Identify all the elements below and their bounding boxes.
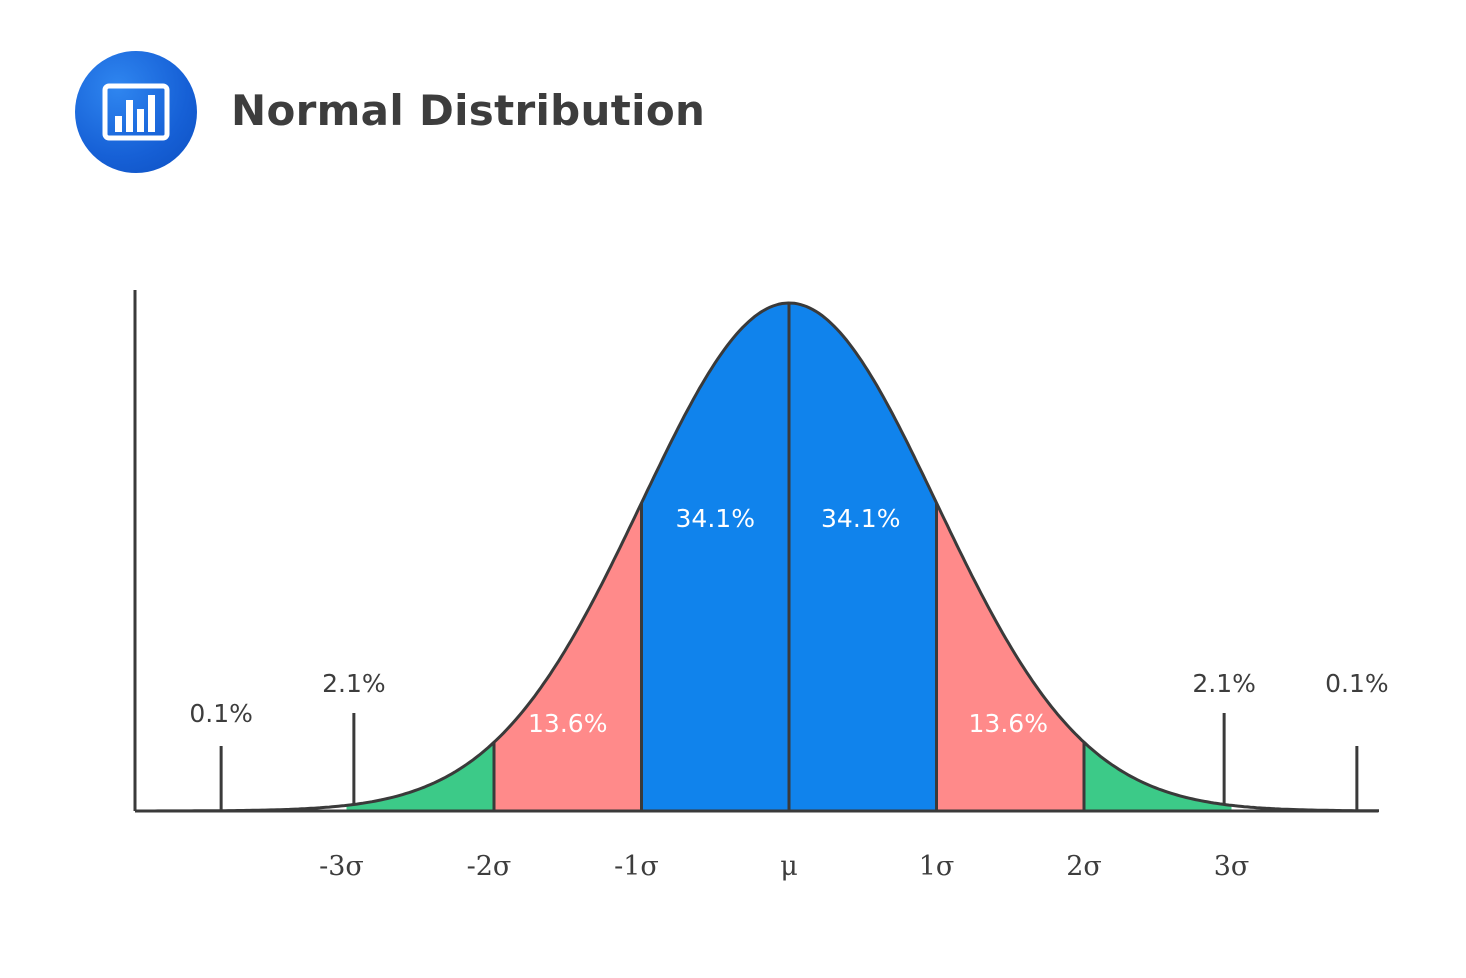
region-area-5 (1084, 742, 1232, 811)
x-tick-label-6: 3σ (1214, 851, 1250, 882)
region-label-0: 13.6% (528, 709, 607, 738)
tail-annotations-layer: 0.1% 2.1% 2.1% 0.1% (189, 669, 1389, 811)
tail-label-2: 2.1% (1192, 669, 1256, 698)
logo-badge (75, 51, 197, 173)
x-tick-label-4: 1σ (919, 851, 955, 882)
tail-label-3: 0.1% (1325, 669, 1389, 698)
region-area-1 (641, 303, 789, 811)
x-tick-label-5: 2σ (1066, 851, 1102, 882)
region-area-2 (789, 303, 937, 811)
axes-layer (133, 290, 1378, 813)
dividers-layer (492, 303, 1086, 811)
x-tick-label-1: -2σ (467, 851, 512, 882)
tail-label-0: 0.1% (189, 699, 253, 728)
region-area-4 (346, 742, 494, 811)
region-labels-layer: 13.6% 34.1% 34.1% 13.6% (528, 504, 1048, 738)
region-label-3: 13.6% (969, 709, 1048, 738)
bar-chart-icon (102, 83, 170, 141)
x-tick-labels-layer: -3σ -2σ -1σ μ 1σ 2σ 3σ (319, 851, 1249, 882)
tail-label-1: 2.1% (322, 669, 386, 698)
page-title: Normal Distribution (231, 86, 706, 135)
x-tick-label-3: μ (780, 851, 798, 882)
x-tick-label-0: -3σ (319, 851, 364, 882)
region-label-2: 34.1% (821, 504, 900, 533)
x-tick-label-2: -1σ (614, 851, 659, 882)
region-label-1: 34.1% (676, 504, 755, 533)
distribution-curve (154, 301, 1379, 813)
